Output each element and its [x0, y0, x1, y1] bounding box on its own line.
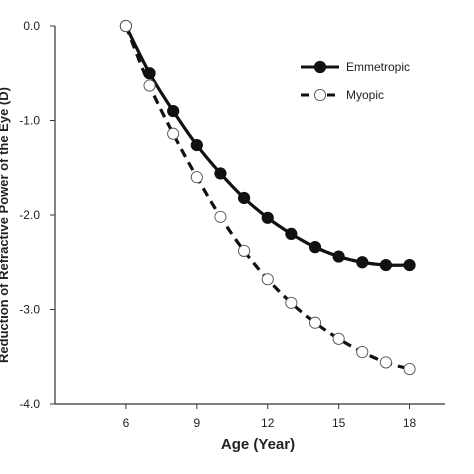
- data-point-myopic: [285, 296, 298, 309]
- legend-label-myopic: Myopic: [346, 88, 384, 102]
- data-point-myopic: [403, 362, 416, 376]
- x-tick-label: 18: [403, 416, 417, 430]
- y-tick-label: -1.0: [19, 114, 40, 128]
- data-point-myopic: [167, 127, 180, 140]
- axes: [54, 26, 445, 405]
- x-tick-label: 6: [123, 416, 130, 430]
- data-point-emmetropic: [167, 104, 180, 118]
- series-line-myopic: [124, 25, 410, 371]
- y-tick-label: 0.0: [23, 19, 40, 33]
- series-myopic: [119, 19, 416, 376]
- data-point-emmetropic: [403, 258, 416, 272]
- y-tick-label: -4.0: [19, 397, 40, 411]
- legend-marker-emmetropic: [313, 60, 327, 74]
- x-tick-label: 9: [193, 416, 200, 430]
- series-layer: [119, 19, 416, 376]
- legend-item-myopic: Myopic: [301, 88, 384, 102]
- x-axis-label: Age (Year): [221, 436, 295, 453]
- data-point-myopic: [214, 210, 227, 223]
- data-point-myopic: [190, 171, 203, 184]
- data-point-emmetropic: [214, 167, 227, 180]
- y-tick-label: -3.0: [19, 303, 40, 317]
- data-point-emmetropic: [356, 256, 369, 269]
- series-emmetropic: [119, 19, 416, 272]
- legend-item-emmetropic: Emmetropic: [301, 60, 410, 74]
- data-point-myopic: [143, 79, 156, 92]
- data-point-emmetropic: [261, 211, 274, 224]
- data-point-emmetropic: [237, 191, 251, 205]
- data-point-emmetropic: [190, 138, 203, 152]
- data-point-myopic: [261, 273, 274, 286]
- x-tick-label: 15: [332, 416, 346, 430]
- y-tick-label: -2.0: [19, 208, 40, 222]
- data-point-myopic: [119, 19, 132, 33]
- legend-label-emmetropic: Emmetropic: [346, 60, 410, 74]
- data-point-myopic: [238, 244, 251, 257]
- data-point-emmetropic: [332, 250, 345, 263]
- data-point-emmetropic: [285, 227, 298, 240]
- data-point-emmetropic: [308, 241, 322, 254]
- data-point-myopic: [332, 332, 345, 345]
- data-point-emmetropic: [379, 258, 393, 272]
- data-point-myopic: [356, 345, 369, 359]
- data-point-myopic: [308, 316, 322, 329]
- data-point-myopic: [379, 356, 392, 369]
- ticks: 0.0 -1.0 -2.0 -3.0 -4.0 6 9 12 15 18: [19, 19, 416, 430]
- x-tick-label: 12: [261, 416, 275, 430]
- legend: Emmetropic Myopic: [301, 60, 410, 102]
- y-axis-label: Reduction of Refractive Power of the Eye…: [0, 87, 11, 363]
- legend-marker-myopic: [313, 88, 327, 102]
